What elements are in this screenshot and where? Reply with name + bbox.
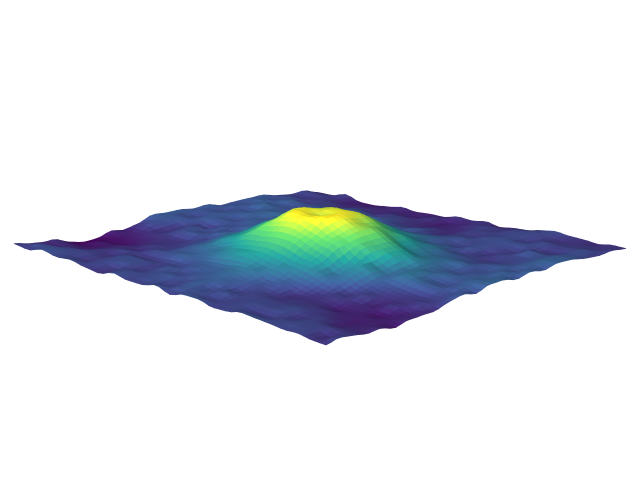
surface-patch-0-55	[319, 340, 333, 346]
surface-mesh	[13, 190, 627, 346]
